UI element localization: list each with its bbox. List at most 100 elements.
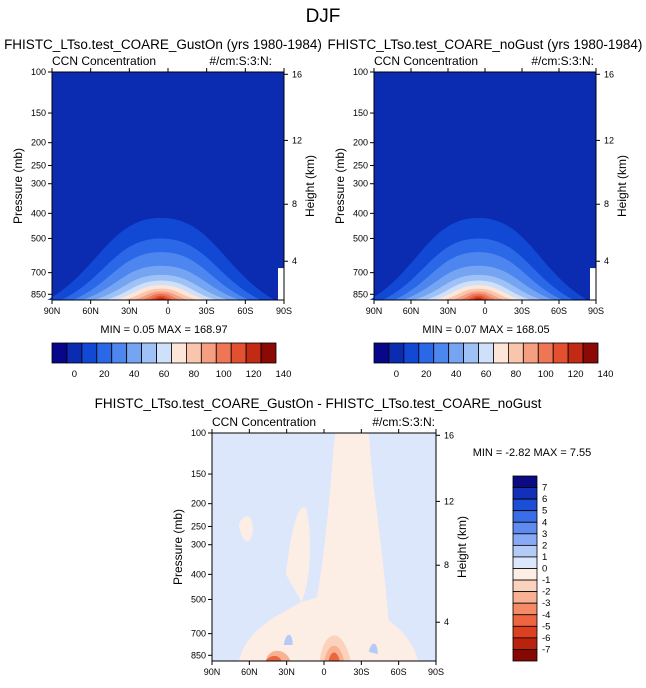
colorbar-swatch (81, 342, 98, 364)
colorbar-swatch (512, 510, 538, 523)
y-tick-label: 850 (191, 650, 206, 660)
colorbar-swatch (433, 342, 450, 364)
units-label: #/cm:S:3:N: (209, 54, 272, 68)
colorbar-label: 2 (542, 540, 547, 551)
colorbar-label: 0 (394, 369, 399, 380)
x-tick-label: 60S (551, 306, 567, 316)
y-axis-label: Pressure (mb) (171, 509, 185, 585)
panel-difference: FHISTC_LTso.test_COARE_GustOn - FHISTC_L… (95, 396, 592, 677)
colorbar-swatch (171, 342, 187, 364)
x-tick-label: 30S (514, 306, 530, 316)
y-tick-label: 200 (191, 499, 206, 509)
y2-tick-label: 16 (292, 69, 302, 79)
contour-plot: 90N 60N 30N 0 30S 60S 90S 100 150 200 250 300 400 500… (11, 67, 317, 316)
y-tick-label: 250 (353, 160, 368, 170)
colorbar-label: -5 (542, 621, 550, 632)
x-tick-label: 30N (121, 306, 138, 316)
y-tick-label: 400 (31, 208, 46, 218)
y-axis-label: Pressure (mb) (11, 148, 25, 224)
colorbar-label: 7 (542, 483, 547, 494)
colorbar-label: -2 (542, 587, 550, 598)
colorbar-label: 80 (189, 369, 200, 380)
colorbar-label: 0 (72, 369, 77, 380)
y2-tick-label: 4 (292, 256, 297, 266)
contour-fill (368, 643, 378, 655)
colorbar-swatch (512, 614, 538, 627)
colorbar-label: 100 (538, 369, 554, 380)
colorbar-swatch (512, 487, 538, 500)
figure-title: DJF (306, 6, 341, 27)
y-tick-label: 400 (191, 569, 206, 579)
colorbar-swatch (51, 342, 68, 364)
colorbar-swatch (185, 342, 202, 364)
colorbar-label: 60 (481, 369, 492, 380)
y2-tick-label: 8 (444, 560, 449, 570)
stats-label: MIN = 0.05 MAX = 168.97 (100, 324, 227, 336)
colorbar-right: 0 20 40 60 80 100 120 140 (373, 342, 614, 380)
panel-title: FHISTC_LTso.test_COARE_GustOn (yrs 1980-… (4, 37, 322, 52)
x-tick-label: 60N (403, 306, 420, 316)
colorbar-swatch (156, 342, 172, 364)
y2-tick-label: 4 (444, 617, 449, 627)
x-tick-label: 0 (321, 667, 326, 677)
colorbar-swatch (512, 533, 538, 546)
colorbar-label: 120 (568, 369, 584, 380)
x-tick-label: 30S (199, 306, 215, 316)
y-tick-label: 250 (191, 521, 206, 531)
colorbar-label: 20 (99, 369, 110, 380)
colorbar-swatch (512, 521, 538, 535)
y-tick-label: 850 (31, 289, 46, 299)
y-tick-label: 150 (191, 469, 206, 479)
colorbar-swatch (260, 342, 277, 364)
y2-tick-label: 12 (292, 135, 302, 145)
y2-tick-label: 16 (604, 69, 614, 79)
colorbar-swatch (512, 475, 538, 488)
terrain-mask (590, 268, 596, 300)
y-tick-label: 150 (31, 108, 46, 118)
colorbar-label: 1 (542, 552, 547, 563)
y2-axis-label: Height (km) (303, 155, 317, 217)
y2-tick-label: 16 (444, 430, 454, 440)
colorbar-label: -4 (542, 610, 550, 621)
colorbar-swatch (552, 342, 569, 364)
y-tick-label: 250 (31, 160, 46, 170)
y-tick-label: 700 (191, 629, 206, 639)
colorbar-label: 100 (216, 369, 232, 380)
colorbar-swatch (512, 498, 538, 512)
colorbar-label: 6 (542, 494, 547, 505)
colorbar-swatch (512, 625, 538, 639)
y-tick-label: 200 (353, 138, 368, 148)
colorbar-label: 60 (159, 369, 170, 380)
colorbar-swatch (403, 342, 420, 364)
colorbar-label: -6 (542, 633, 550, 644)
colorbar-label: 120 (246, 369, 262, 380)
colorbar-swatch (448, 342, 464, 364)
colorbar-swatch (478, 342, 494, 364)
x-tick-label: 60S (391, 667, 407, 677)
variable-label: CCN Concentration (212, 415, 316, 429)
colorbar-swatch (512, 579, 538, 593)
colorbar-swatch (493, 342, 509, 364)
x-tick-label: 90S (428, 667, 444, 677)
colorbar-label: -1 (542, 575, 550, 586)
y-tick-label: 150 (353, 108, 368, 118)
y2-tick-label: 8 (604, 199, 609, 209)
y-tick-label: 100 (353, 67, 368, 77)
y-tick-label: 500 (353, 233, 368, 243)
y2-axis-label: Height (km) (455, 516, 469, 578)
y-tick-label: 500 (31, 233, 46, 243)
colorbar-swatch (418, 342, 435, 364)
terrain-mask (278, 268, 284, 300)
variable-label: CCN Concentration (52, 54, 156, 68)
colorbar-label: 140 (598, 369, 614, 380)
x-tick-label: 60S (237, 306, 253, 316)
x-tick-label: 60N (241, 667, 258, 677)
colorbar-swatch (537, 342, 554, 364)
stats-label: MIN = 0.07 MAX = 168.05 (422, 324, 549, 336)
x-tick-label: 30N (440, 306, 457, 316)
y-tick-label: 400 (353, 208, 368, 218)
contour-fill (285, 507, 310, 602)
units-label: #/cm:S:3:N: (531, 54, 594, 68)
colorbar-label: 3 (542, 529, 547, 540)
